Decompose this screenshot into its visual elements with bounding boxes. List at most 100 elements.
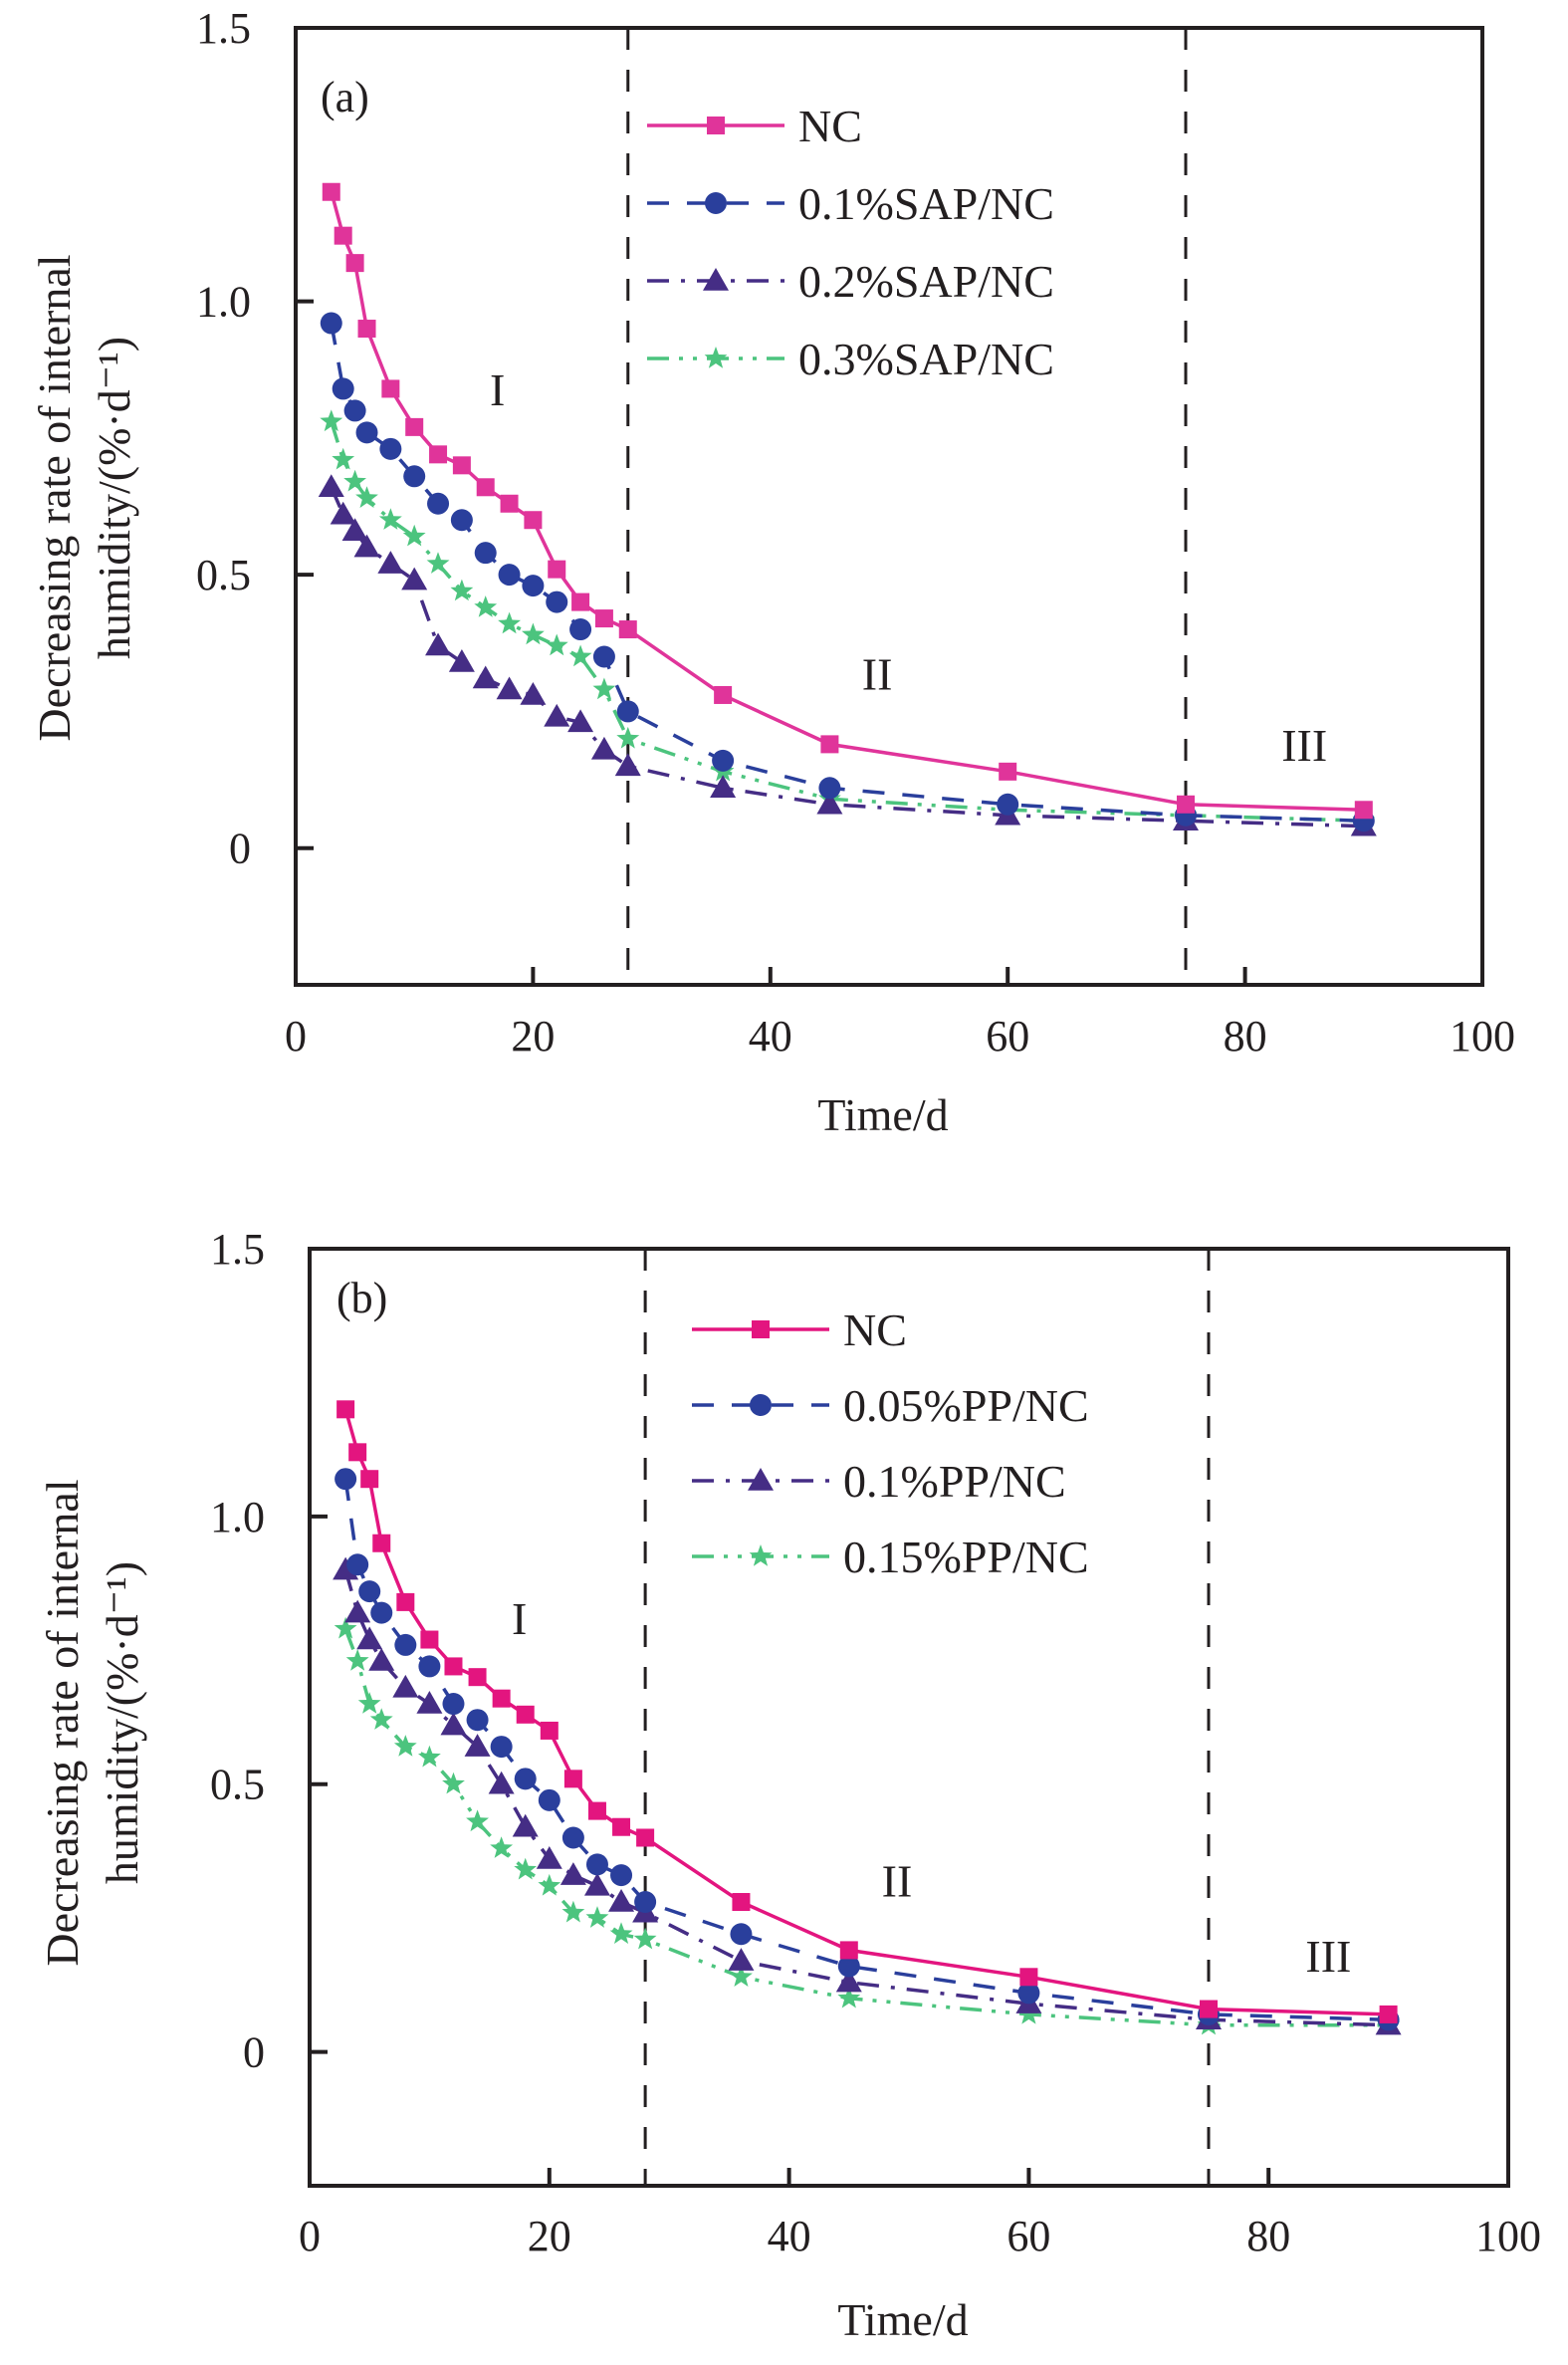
data-point (614, 753, 641, 777)
data-point (468, 1668, 487, 1687)
data-point (999, 762, 1017, 781)
data-point (343, 399, 366, 422)
data-point (440, 1712, 467, 1736)
data-point (1177, 795, 1195, 814)
data-point (500, 494, 519, 513)
data-point (997, 793, 1019, 816)
data-point (343, 469, 366, 492)
data-point (464, 1734, 491, 1757)
y-tick-label: 0 (229, 825, 251, 873)
legend-item: 0.15%PP/NC (692, 1532, 1089, 1582)
data-point (1354, 801, 1373, 820)
data-point (609, 1922, 633, 1944)
data-point (616, 700, 639, 723)
data-point (466, 1809, 489, 1832)
legend-label: 0.3%SAP/NC (798, 334, 1054, 384)
data-point (427, 492, 450, 515)
data-point (618, 620, 637, 639)
data-point (522, 575, 545, 597)
series-0 (322, 182, 1373, 820)
data-point (442, 1772, 465, 1794)
legend-item: 0.3%SAP/NC (647, 334, 1054, 384)
data-point (355, 486, 378, 508)
data-point (345, 1649, 369, 1671)
y-axis-title-line1: Decreasing rate of internal (37, 1479, 88, 1966)
data-point (732, 1893, 751, 1912)
legend-item: NC (647, 101, 862, 151)
data-point (378, 508, 402, 530)
y-tick-label: 0 (243, 2028, 265, 2077)
data-point (344, 1599, 371, 1623)
data-point (426, 552, 450, 574)
y-tick-label: 1.0 (196, 278, 251, 327)
series-line (343, 1569, 1389, 2027)
data-point (405, 417, 424, 436)
data-point (583, 1872, 610, 1896)
data-point (1019, 1968, 1038, 1987)
data-point (714, 685, 733, 704)
data-point (357, 1692, 381, 1714)
x-tick-label: 100 (1450, 1012, 1515, 1061)
data-point (592, 645, 615, 668)
data-point (820, 735, 839, 754)
data-point (377, 551, 404, 574)
legend-item: 0.2%SAP/NC (647, 256, 1054, 307)
data-point (416, 1691, 443, 1714)
data-point (360, 1470, 379, 1489)
series-line (343, 1478, 1389, 2022)
data-point (318, 474, 344, 498)
data-point (418, 1655, 441, 1678)
data-point (548, 560, 566, 579)
panel-label: (b) (336, 1274, 387, 1322)
data-point (587, 1801, 606, 1820)
data-point (540, 1721, 559, 1740)
data-point (590, 736, 617, 760)
data-point (546, 591, 568, 613)
data-point (563, 1770, 582, 1788)
region-label: II (882, 1856, 913, 1907)
data-point (492, 1689, 511, 1708)
series-1 (320, 312, 1375, 832)
data-point (403, 465, 426, 488)
legend-marker (707, 117, 725, 134)
data-point (368, 1648, 395, 1671)
legend-marker (749, 1544, 773, 1566)
data-point (1200, 2000, 1218, 2018)
legend-marker (750, 1394, 772, 1416)
region-label: III (1305, 1931, 1351, 1982)
data-point (524, 511, 543, 530)
legend-label: 0.15%PP/NC (843, 1532, 1089, 1582)
x-axis-title: Time/d (817, 1089, 948, 1140)
data-point (710, 775, 737, 799)
data-point (571, 592, 590, 611)
legend-item: 0.1%PP/NC (692, 1456, 1066, 1507)
data-point (561, 1826, 584, 1849)
data-point (466, 1709, 489, 1732)
series-line (343, 1628, 1389, 2027)
legend-label: NC (798, 101, 862, 151)
data-point (498, 611, 521, 634)
x-tick-label: 0 (299, 2212, 321, 2260)
series-0 (336, 1400, 1398, 2023)
y-axis-title-line1: Decreasing rate of internal (29, 254, 80, 741)
data-point (348, 1443, 367, 1462)
x-tick-label: 40 (768, 2212, 811, 2260)
data-point (730, 1965, 753, 1987)
data-point (498, 564, 521, 587)
data-point (332, 447, 355, 470)
y-axis-title-line2: humidity/(%·d⁻¹) (97, 1561, 147, 1884)
data-point (476, 478, 495, 497)
data-point (334, 1616, 357, 1639)
data-point (514, 1768, 537, 1790)
x-tick-label: 40 (749, 1012, 792, 1061)
data-point (560, 1862, 586, 1885)
data-point (490, 1736, 513, 1759)
legend-item: NC (692, 1304, 907, 1355)
data-point (450, 509, 473, 532)
panel-label: (a) (321, 73, 369, 121)
legend-item: 0.1%SAP/NC (647, 178, 1054, 229)
y-tick-label: 0.5 (196, 551, 251, 599)
data-point (320, 312, 342, 335)
data-point (393, 1735, 417, 1757)
